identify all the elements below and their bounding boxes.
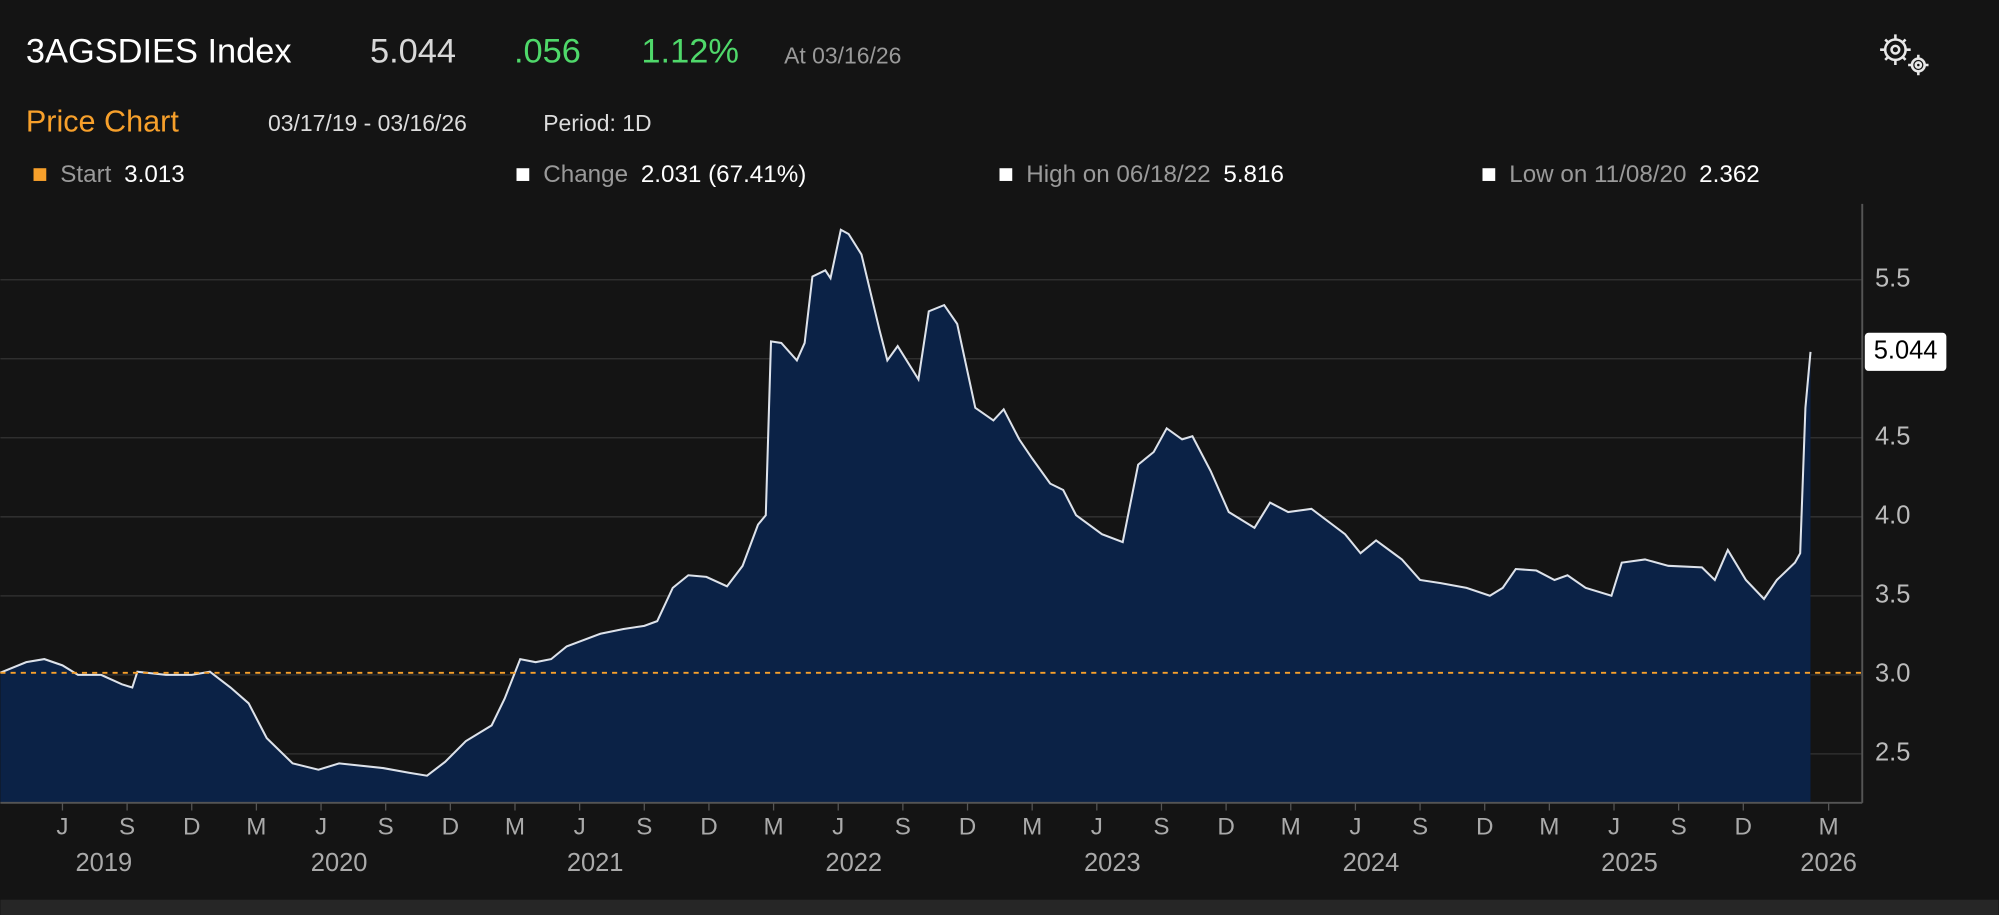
- year-label: 2022: [825, 849, 882, 877]
- x-tick-label: M: [505, 814, 525, 841]
- stat-value: 3.013: [124, 161, 185, 188]
- x-tick-label: D: [959, 814, 976, 841]
- y-tick-label: 3.5: [1875, 581, 1910, 609]
- x-tick-label: S: [1153, 814, 1169, 841]
- year-label: 2025: [1601, 849, 1658, 877]
- x-tick-label: J: [56, 814, 68, 841]
- year-label: 2024: [1343, 849, 1400, 877]
- stat-label: High on 06/18/22: [1026, 161, 1210, 188]
- stat: High on 06/18/22 5.816: [1026, 161, 1284, 188]
- x-tick-label: J: [832, 814, 844, 841]
- year-label: 2026: [1800, 849, 1857, 877]
- year-label: 2020: [311, 849, 368, 877]
- x-tick-label: D: [1217, 814, 1234, 841]
- x-tick-label: M: [1819, 814, 1839, 841]
- x-tick-label: D: [1735, 814, 1752, 841]
- y-tick-label: 4.5: [1875, 423, 1910, 451]
- x-tick-label: M: [246, 814, 266, 841]
- x-tick-label: S: [895, 814, 911, 841]
- stat: Change 2.031 (67.41%): [543, 161, 806, 188]
- last-value-badge: [1864, 332, 1947, 371]
- x-tick-label: S: [119, 814, 135, 841]
- x-tick-label: D: [700, 814, 717, 841]
- x-tick-label: J: [1091, 814, 1103, 841]
- x-tick-label: S: [1671, 814, 1687, 841]
- as-of: At 03/16/26: [784, 42, 901, 68]
- bottom-bar: [0, 899, 1999, 915]
- stat-value: 5.816: [1223, 161, 1284, 188]
- x-tick-label: D: [183, 814, 200, 841]
- plot-area: 2.53.03.54.04.55.05.5JSDMJSDMJSDMJSDMJSD…: [0, 203, 1947, 877]
- year-label: 2021: [567, 849, 624, 877]
- stat-swatch: [1482, 168, 1496, 181]
- year-label: 2023: [1084, 849, 1141, 877]
- stat-value: 2.031 (67.41%): [641, 161, 807, 188]
- x-tick-label: J: [315, 814, 327, 841]
- x-tick-label: D: [442, 814, 459, 841]
- stat-swatch: [33, 168, 47, 181]
- stat-swatch: [999, 168, 1013, 181]
- x-tick-label: S: [378, 814, 394, 841]
- stat: Start 3.013: [60, 161, 184, 188]
- period[interactable]: Period: 1D: [543, 110, 651, 136]
- settings-icon[interactable]: [1880, 34, 1929, 76]
- x-tick-label: S: [1412, 814, 1428, 841]
- stat-label: Low on 11/08/20: [1509, 161, 1686, 188]
- last-price: 5.044: [370, 33, 456, 71]
- x-tick-label: M: [1281, 814, 1301, 841]
- date-range[interactable]: 03/17/19 - 03/16/26: [268, 110, 467, 136]
- net-change: .056: [514, 33, 581, 71]
- pct-change: 1.12%: [641, 33, 739, 71]
- x-tick-label: D: [1476, 814, 1493, 841]
- x-tick-label: J: [1349, 814, 1361, 841]
- x-tick-label: J: [574, 814, 586, 841]
- area: [0, 229, 1811, 803]
- y-tick-label: 4.0: [1875, 502, 1910, 530]
- line: [0, 228, 1812, 777]
- x-tick-label: M: [1022, 814, 1042, 841]
- y-tick-label: 3.0: [1875, 660, 1910, 688]
- x-tick-label: M: [1539, 814, 1559, 841]
- year-label: 2019: [75, 849, 132, 877]
- stat-value: 2.362: [1699, 161, 1760, 188]
- x-tick-label: S: [636, 814, 652, 841]
- last-value-label: 5.044: [1874, 337, 1938, 365]
- stat-swatch: [516, 168, 530, 181]
- x-tick-label: J: [1608, 814, 1620, 841]
- stat: Low on 11/08/20 2.362: [1509, 161, 1760, 188]
- stat-label: Start: [60, 161, 111, 188]
- x-tick-label: M: [763, 814, 783, 841]
- stat-label: Change: [543, 161, 628, 188]
- y-tick-label: 5.5: [1875, 264, 1910, 292]
- ticker: 3AGSDIES Index: [26, 33, 292, 71]
- y-tick-label: 2.5: [1875, 739, 1910, 767]
- section-title[interactable]: Price Chart: [26, 105, 179, 139]
